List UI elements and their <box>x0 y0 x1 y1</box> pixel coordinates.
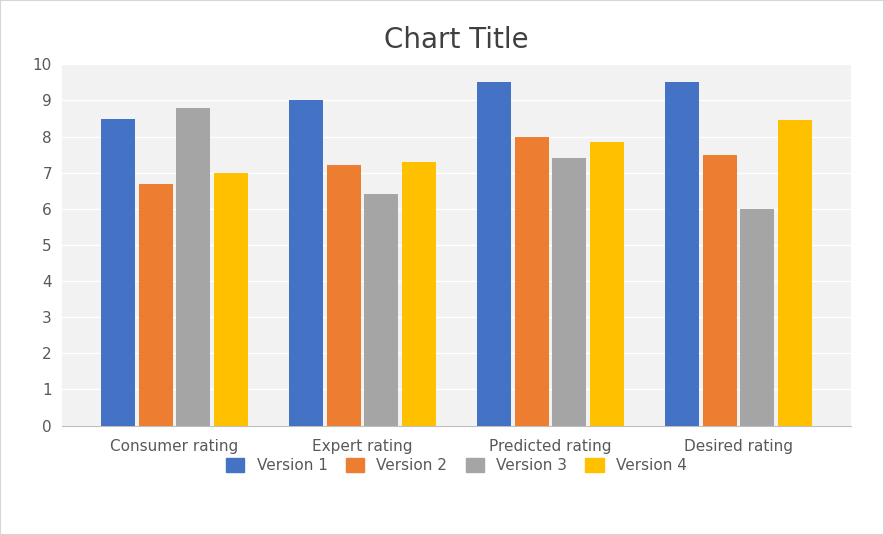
Bar <box>289 101 323 425</box>
Bar <box>514 136 549 425</box>
Bar <box>364 194 398 425</box>
Bar <box>402 162 436 425</box>
Bar <box>665 82 699 425</box>
Bar <box>214 173 248 425</box>
Bar <box>139 184 172 425</box>
Bar <box>741 209 774 425</box>
Bar <box>552 158 586 425</box>
Bar <box>778 120 812 425</box>
Bar <box>477 82 511 425</box>
Bar <box>101 119 135 425</box>
Bar <box>590 142 624 425</box>
Bar <box>176 108 210 425</box>
Legend: Version 1, Version 2, Version 3, Version 4: Version 1, Version 2, Version 3, Version… <box>220 452 693 479</box>
Bar <box>327 165 361 425</box>
Bar <box>703 155 736 425</box>
Title: Chart Title: Chart Title <box>385 26 529 54</box>
